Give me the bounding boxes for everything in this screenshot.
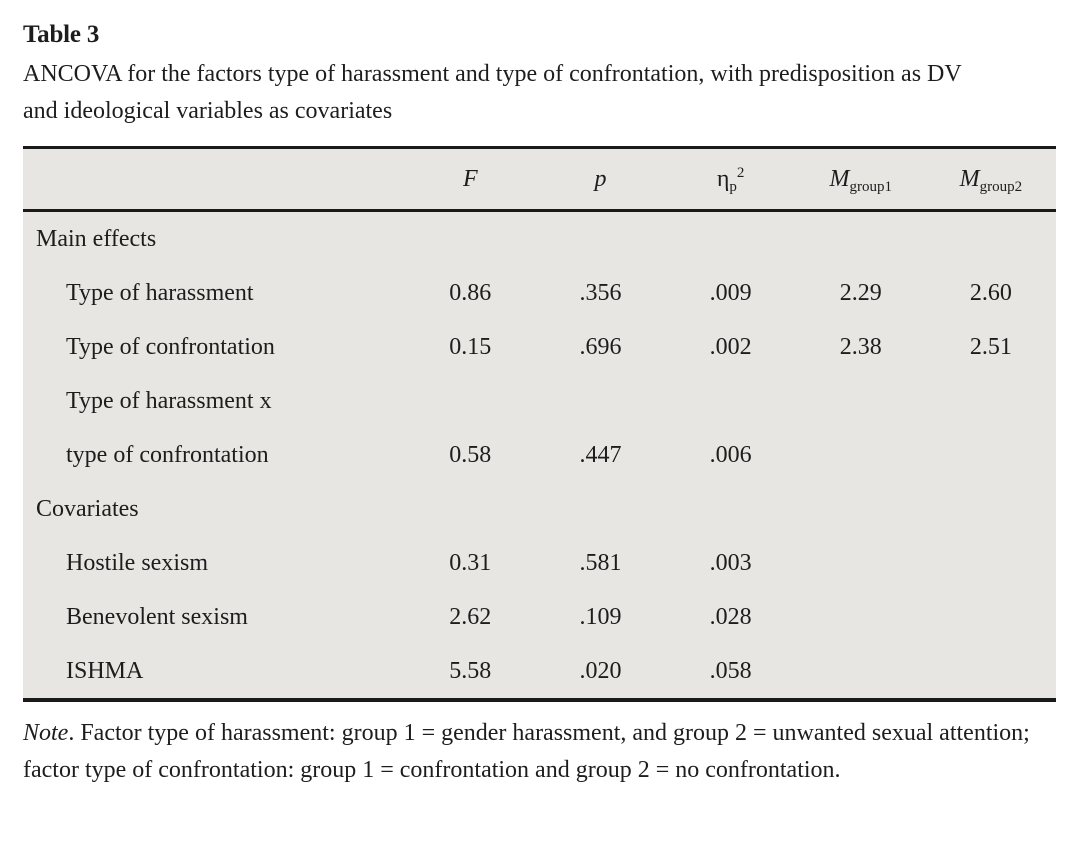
m-group1-subscript: group1 — [849, 178, 893, 195]
m-symbol: M — [959, 165, 980, 192]
cell-p: .447 — [579, 441, 622, 468]
table-note: Note. Factor type of harassment: group 1… — [23, 715, 1038, 789]
table-row: Type of confrontation 0.15 .696 .002 2.3… — [23, 320, 1056, 374]
row-label: Type of confrontation — [66, 333, 275, 360]
cell-f: 0.58 — [449, 441, 492, 468]
cell-m-group1: 2.29 — [839, 279, 882, 306]
cell-p: .356 — [579, 279, 622, 306]
table-row: type of confrontation 0.58 .447 .006 — [23, 428, 1056, 482]
cell-p: .581 — [579, 549, 622, 576]
cell-eta: .009 — [709, 279, 752, 306]
cell-m-group2: 2.60 — [969, 279, 1012, 306]
cell-f: 0.15 — [449, 333, 492, 360]
cell-p: .109 — [579, 603, 622, 630]
row-label: Type of harassment x — [66, 387, 272, 414]
cell-f: 2.62 — [449, 603, 492, 630]
table-header-row: F p ηp2 Mgroup1 Mgroup2 — [23, 149, 1056, 212]
row-label: Hostile sexism — [66, 549, 208, 576]
eta-subscript: p — [729, 178, 737, 195]
cell-m-group2: 2.51 — [969, 333, 1012, 360]
table-row: Type of harassment x — [23, 374, 1056, 428]
cell-eta: .058 — [709, 657, 752, 684]
table-row: Main effects — [23, 212, 1056, 266]
cell-p: .020 — [579, 657, 622, 684]
ancova-table: F p ηp2 Mgroup1 Mgroup2 Main effects Typ… — [23, 146, 1056, 702]
table-title: Table 3 — [23, 21, 100, 48]
col-header-m-group2: Mgroup2 — [926, 165, 1056, 195]
table-row: Benevolent sexism 2.62 .109 .028 — [23, 590, 1056, 644]
cell-eta: .003 — [709, 549, 752, 576]
m-symbol: M — [829, 165, 850, 192]
row-label: Type of harassment — [66, 279, 254, 306]
cell-f: 5.58 — [449, 657, 492, 684]
col-header-f: F — [462, 165, 478, 192]
row-label: Benevolent sexism — [66, 603, 248, 630]
row-label: Covariates — [36, 495, 139, 522]
cell-eta: .006 — [709, 441, 752, 468]
col-header-p: p — [594, 165, 607, 192]
eta-symbol: η — [716, 165, 730, 192]
cell-m-group1: 2.38 — [839, 333, 882, 360]
cell-f: 0.86 — [449, 279, 492, 306]
table-row: Covariates — [23, 482, 1056, 536]
cell-eta: .002 — [709, 333, 752, 360]
eta-superscript: 2 — [736, 164, 745, 181]
cell-eta: .028 — [709, 603, 752, 630]
m-group2-subscript: group2 — [979, 178, 1023, 195]
table-row: ISHMA 5.58 .020 .058 — [23, 644, 1056, 698]
col-header-m-group1: Mgroup1 — [796, 165, 926, 195]
table-caption: ANCOVA for the factors type of harassmen… — [23, 61, 962, 124]
note-text: . Factor type of harassment: group 1 = g… — [23, 720, 1030, 783]
table-row: Type of harassment 0.86 .356 .009 2.29 2… — [23, 266, 1056, 320]
cell-p: .696 — [579, 333, 622, 360]
cell-f: 0.31 — [449, 549, 492, 576]
row-label: type of confrontation — [66, 441, 269, 468]
row-label: ISHMA — [66, 657, 144, 684]
table-row: Hostile sexism 0.31 .581 .003 — [23, 536, 1056, 590]
note-lead: Note — [23, 720, 69, 746]
col-header-eta-squared: ηp2 — [666, 164, 796, 195]
row-label: Main effects — [36, 225, 157, 252]
